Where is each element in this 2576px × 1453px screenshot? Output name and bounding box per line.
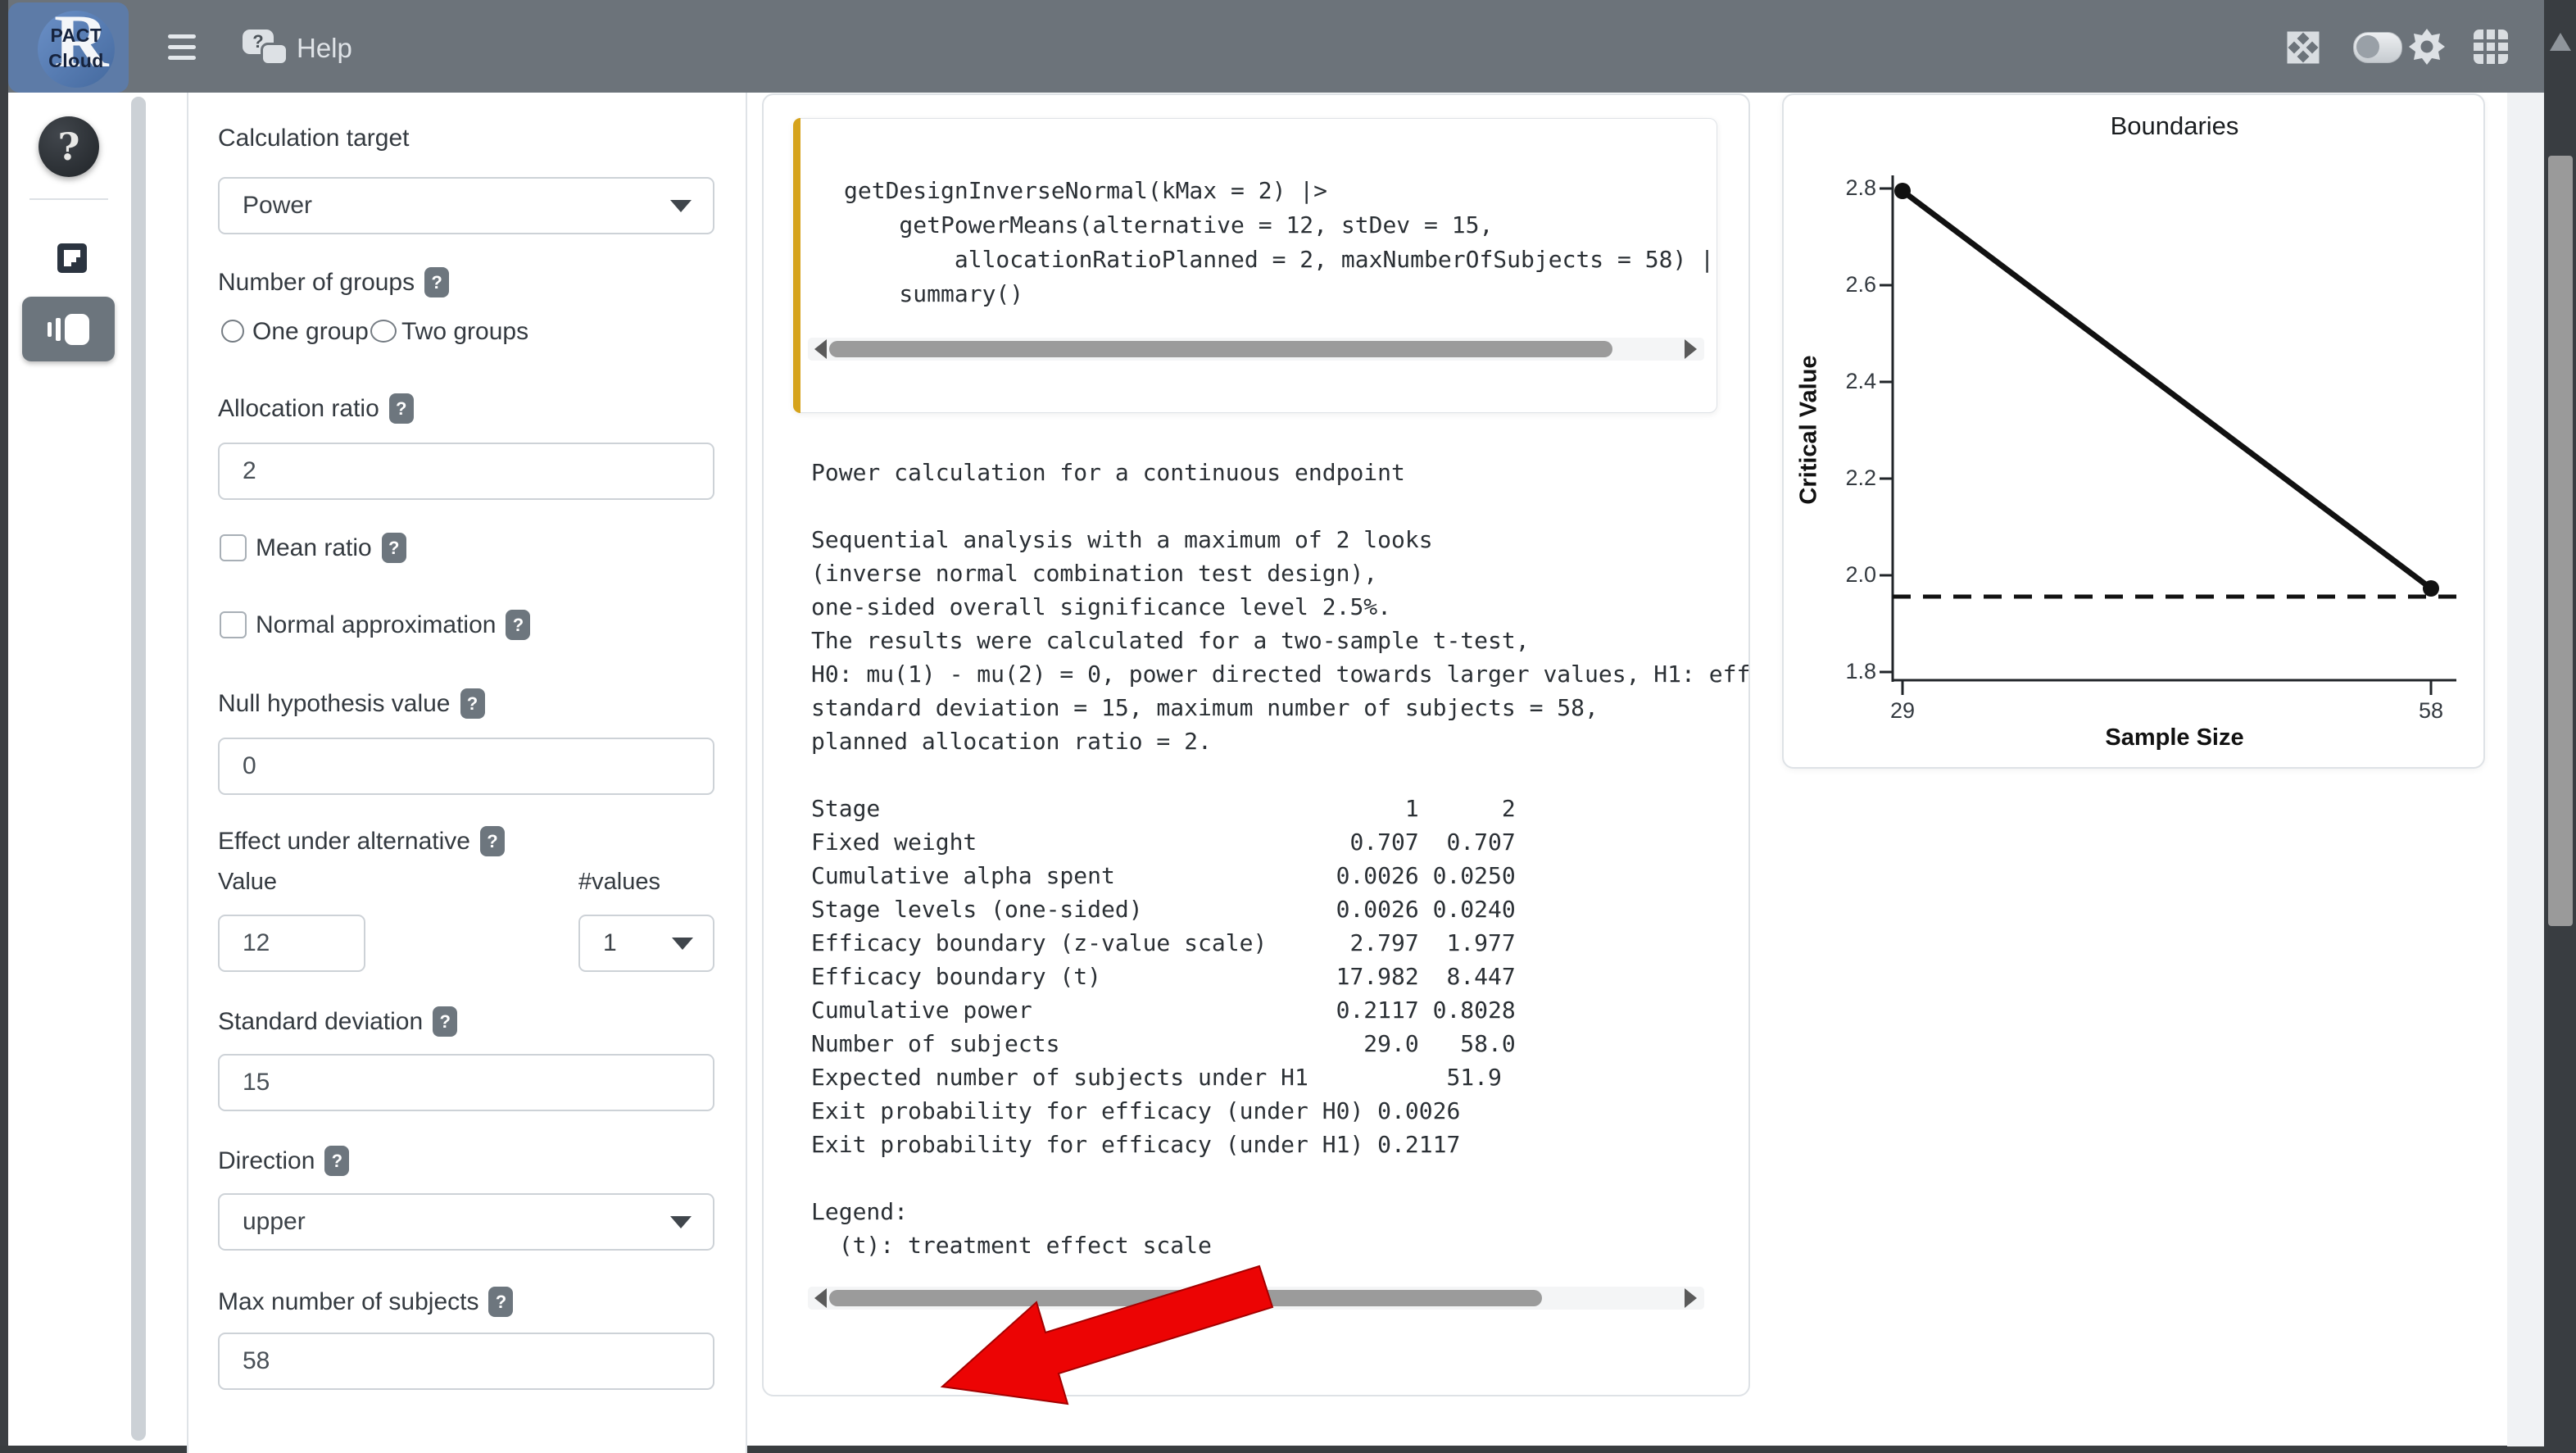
effect-value-input[interactable]: 12	[218, 915, 365, 972]
normal-approximation-label: Normal approximation ?	[256, 610, 531, 640]
max-subjects-input[interactable]: 58	[218, 1333, 714, 1390]
direction-select[interactable]: upper	[218, 1193, 714, 1251]
window-left-edge	[0, 0, 8, 1453]
output-hscrollbar[interactable]	[808, 1287, 1704, 1310]
scroll-right-icon[interactable]	[1685, 339, 1697, 359]
help-badge-icon[interactable]: ?	[460, 688, 485, 719]
code-hscrollbar-thumb[interactable]	[829, 341, 1612, 357]
chart-title: Boundaries	[2110, 111, 2239, 140]
max-subjects-label: Max number of subjects ?	[218, 1287, 514, 1317]
sidebar	[8, 93, 129, 1446]
sidebar-item-designer-active[interactable]	[22, 297, 115, 361]
help-badge-icon[interactable]: ?	[381, 533, 406, 563]
scroll-right-icon[interactable]	[1685, 1288, 1697, 1308]
boundary-line	[1900, 188, 2433, 591]
horizontal-scrollbar[interactable]	[0, 1446, 2544, 1453]
app-logo[interactable]: R PACT Cloud	[8, 2, 129, 93]
num-values-label: #values	[578, 869, 660, 895]
allocation-ratio-input[interactable]: 2	[218, 443, 714, 500]
boundaries-chart-card	[1782, 93, 2485, 769]
radio-two-groups-selected[interactable]	[370, 320, 397, 343]
scrollbar-gutter	[2507, 93, 2544, 1446]
chevron-down-icon	[670, 200, 692, 212]
code-hscrollbar[interactable]	[808, 338, 1704, 361]
apps-grid-icon[interactable]	[2473, 29, 2509, 69]
radio-one-group[interactable]	[221, 320, 244, 343]
null-hypothesis-label: Null hypothesis value ?	[218, 688, 485, 719]
chevron-down-icon	[672, 938, 693, 950]
help-label: Help	[297, 33, 352, 63]
fullscreen-icon[interactable]	[2286, 30, 2320, 69]
ytick-2-2: 2.2	[1845, 465, 1876, 490]
ytick-1-8: 1.8	[1845, 659, 1876, 683]
settings-sun-icon[interactable]	[2407, 27, 2447, 70]
help-badge-icon[interactable]: ?	[388, 393, 414, 424]
form-column-scrollbar[interactable]	[131, 97, 146, 1441]
data-point-stage1	[1894, 183, 1911, 199]
xtick-58: 58	[2418, 698, 2444, 723]
logo-letter: R	[54, 11, 109, 83]
num-values-select[interactable]: 1	[578, 915, 714, 972]
menu-icon[interactable]	[168, 34, 196, 66]
user-avatar[interactable]: ?	[39, 116, 99, 177]
code-accent-stripe	[793, 118, 800, 413]
help-badge-icon[interactable]: ?	[506, 610, 531, 640]
avatar-question-glyph: ?	[57, 125, 80, 169]
normal-approximation-checkbox[interactable]	[220, 611, 247, 638]
vertical-scrollbar-thumb[interactable]	[2548, 156, 2573, 926]
r-code: getDesignInverseNormal(kMax = 2) |> getP…	[844, 177, 1715, 307]
effect-under-alternative-label: Effect under alternative ?	[218, 826, 505, 856]
scroll-left-icon[interactable]	[814, 339, 827, 359]
ytick-2-0: 2.0	[1845, 562, 1876, 587]
help-badge-icon[interactable]: ?	[424, 267, 450, 297]
logo-line2: Cloud	[48, 50, 104, 71]
ytick-2-8: 2.8	[1845, 175, 1876, 200]
help-badge-icon[interactable]: ?	[433, 1006, 458, 1037]
number-of-groups-label: Number of groups ?	[218, 267, 450, 297]
y-axis-label: Critical Value	[1795, 355, 1822, 505]
scrollbar-up-arrow[interactable]	[2550, 33, 2571, 51]
logo-line1: PACT	[50, 25, 102, 46]
panel-icon	[48, 321, 52, 337]
calculation-target-select[interactable]: Power	[218, 177, 714, 234]
sidebar-divider	[29, 198, 108, 200]
ytick-2-4: 2.4	[1845, 369, 1876, 393]
help-button[interactable]: ? Help	[243, 30, 352, 67]
ytick-2-6: 2.6	[1845, 272, 1876, 297]
standard-deviation-label: Standard deviation ?	[218, 1006, 458, 1037]
app-logo-circle: R PACT Cloud	[38, 11, 115, 88]
help-badge-icon[interactable]: ?	[324, 1146, 350, 1176]
null-hypothesis-input[interactable]: 0	[218, 738, 714, 795]
chevron-down-icon	[670, 1216, 692, 1228]
effect-value-label: Value	[218, 869, 278, 895]
data-point-stage2	[2423, 580, 2439, 597]
radio-one-group-label[interactable]: One group	[252, 318, 369, 345]
boundaries-plot	[1880, 175, 2456, 695]
top-app-bar	[0, 0, 2576, 93]
theme-toggle[interactable]	[2353, 32, 2402, 63]
allocation-ratio-label: Allocation ratio ?	[218, 393, 414, 424]
code-block	[793, 118, 1717, 413]
calculation-target-label: Calculation target	[218, 125, 410, 152]
mean-ratio-checkbox[interactable]	[220, 534, 247, 561]
scroll-left-icon[interactable]	[814, 1288, 827, 1308]
power-calculation-output: Power calculation for a continuous endpo…	[811, 459, 1751, 1259]
radio-two-groups-label[interactable]: Two groups	[401, 318, 529, 345]
direction-label: Direction ?	[218, 1146, 350, 1176]
x-axis-label: Sample Size	[2105, 724, 2244, 751]
help-chat-icon: ?	[243, 30, 288, 67]
help-badge-icon[interactable]: ?	[488, 1287, 514, 1317]
output-hscrollbar-thumb[interactable]	[829, 1290, 1542, 1306]
help-badge-icon[interactable]: ?	[479, 826, 505, 856]
mean-ratio-label: Mean ratio ?	[256, 533, 406, 563]
standard-deviation-input[interactable]: 15	[218, 1054, 714, 1111]
xtick-29: 29	[1889, 698, 1916, 723]
sidebar-item-board-icon[interactable]	[57, 243, 87, 273]
toggle-knob	[2356, 35, 2379, 58]
